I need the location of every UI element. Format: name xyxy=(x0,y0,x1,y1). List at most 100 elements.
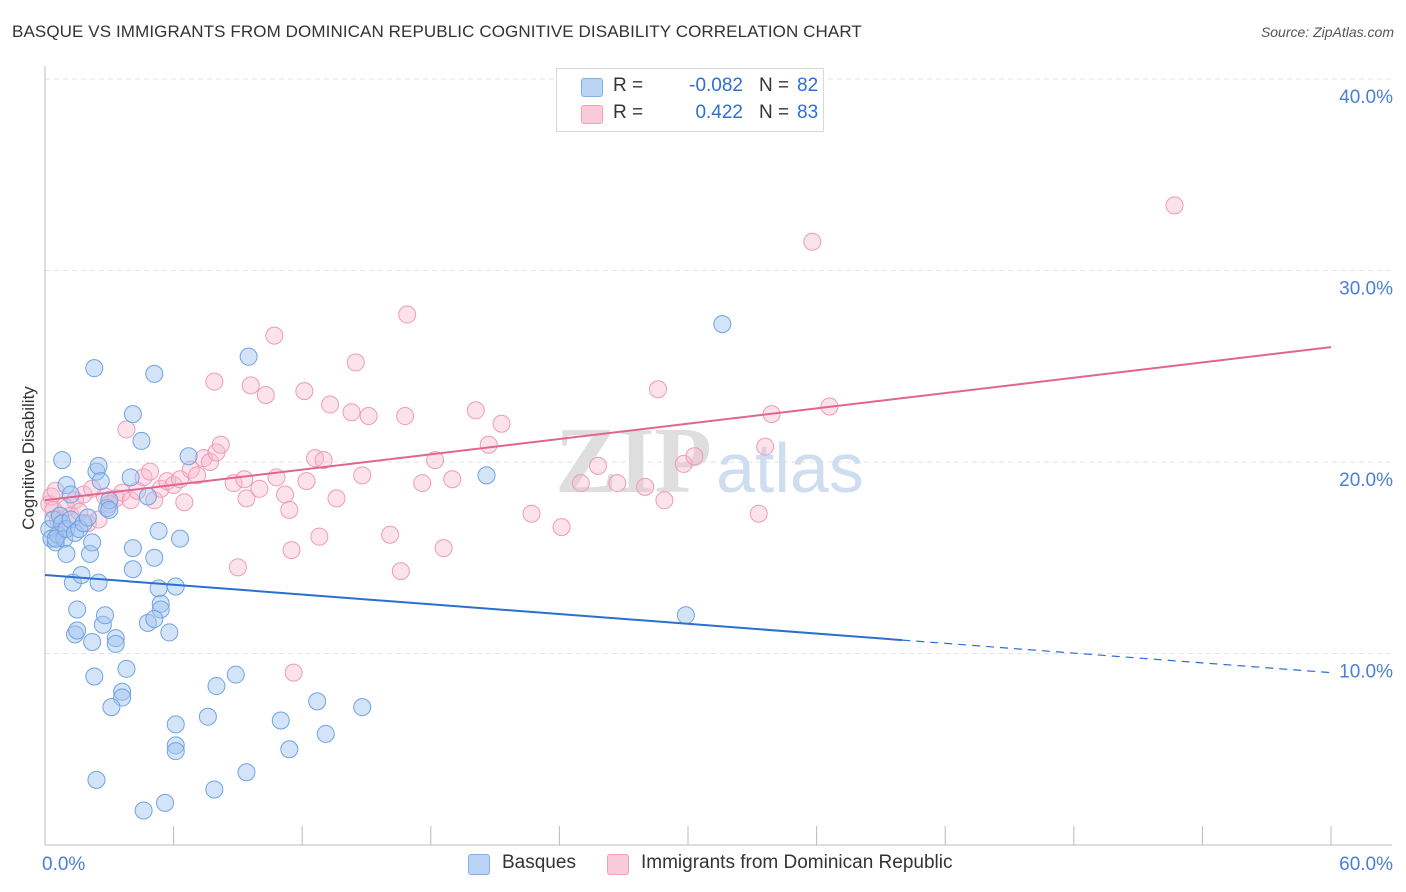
y-tick-label: 10.0% xyxy=(1339,662,1393,683)
series-basques xyxy=(40,315,732,820)
point-dominican xyxy=(250,479,269,498)
legend-n-value: 83 xyxy=(797,102,819,123)
point-basques xyxy=(151,600,170,619)
point-dominican xyxy=(552,518,571,537)
point-basques xyxy=(83,533,102,552)
point-dominican xyxy=(175,493,194,512)
point-dominican xyxy=(141,462,160,481)
point-basques xyxy=(156,793,175,812)
point-dominican xyxy=(1165,196,1184,215)
point-basques xyxy=(117,659,136,678)
y-tick-label: 30.0% xyxy=(1339,279,1393,300)
point-dominican xyxy=(396,407,415,426)
point-dominican xyxy=(284,663,303,682)
point-basques xyxy=(123,405,142,424)
point-basques xyxy=(78,508,97,527)
legend-swatch-pink xyxy=(581,105,603,124)
watermark: ZIP atlas xyxy=(555,409,864,513)
series-legend: Basques Immigrants from Dominican Republ… xyxy=(0,852,1406,878)
point-dominican xyxy=(346,353,365,372)
point-basques xyxy=(239,347,258,366)
point-dominican xyxy=(434,539,453,558)
point-dominican xyxy=(235,470,254,489)
point-basques xyxy=(106,634,125,653)
point-basques xyxy=(121,468,140,487)
point-basques xyxy=(477,466,496,485)
legend-r-label: R = xyxy=(613,75,644,96)
point-dominican xyxy=(78,514,97,533)
point-basques xyxy=(166,577,185,596)
point-dominican xyxy=(391,562,410,581)
point-basques xyxy=(57,475,76,494)
watermark-zip: ZIP xyxy=(555,409,712,513)
y-axis-label: Cognitive Disability xyxy=(19,386,38,530)
point-basques xyxy=(96,606,115,625)
point-dominican xyxy=(188,466,207,485)
point-dominican xyxy=(228,558,247,577)
point-basques xyxy=(179,447,198,466)
point-basques xyxy=(87,770,106,789)
point-dominican xyxy=(276,485,295,504)
point-basques xyxy=(237,763,256,782)
point-basques xyxy=(57,520,76,539)
x-tick-label: 60.0% xyxy=(1339,854,1393,875)
series-immigrants-dominican-republic xyxy=(40,196,1184,682)
point-dominican xyxy=(297,472,316,491)
point-basques xyxy=(166,736,185,755)
point-basques xyxy=(113,682,132,701)
point-dominican xyxy=(353,466,372,485)
point-basques xyxy=(132,431,151,450)
point-dominican xyxy=(295,382,314,401)
point-basques xyxy=(308,692,327,711)
legend-n-value: 82 xyxy=(797,75,819,96)
point-basques xyxy=(57,544,76,563)
point-basques xyxy=(271,711,290,730)
point-dominican xyxy=(321,395,340,414)
legend-label: Basques xyxy=(502,852,576,873)
tick-labels: 10.0% 20.0% 30.0% 40.0% 0.0% 60.0% xyxy=(42,87,1393,875)
point-basques xyxy=(149,521,168,540)
point-dominican xyxy=(211,435,230,454)
point-basques xyxy=(166,742,185,761)
point-dominican xyxy=(327,489,346,508)
point-basques xyxy=(68,600,87,619)
point-basques xyxy=(713,315,732,334)
legend-n-label: N = xyxy=(759,75,790,96)
point-basques xyxy=(85,359,104,378)
point-basques xyxy=(353,698,372,717)
point-basques xyxy=(81,544,100,563)
point-dominican xyxy=(241,376,260,395)
trend-line-dominican xyxy=(44,346,1332,502)
point-basques xyxy=(61,485,80,504)
trend-lines xyxy=(44,346,1332,674)
y-tick-label: 40.0% xyxy=(1339,87,1393,108)
point-basques xyxy=(68,621,87,640)
point-basques xyxy=(85,667,104,686)
point-basques xyxy=(205,780,224,799)
point-dominican xyxy=(256,385,275,404)
legend-swatch-blue xyxy=(468,854,490,875)
point-dominican xyxy=(522,504,541,523)
y-tick-label: 20.0% xyxy=(1339,470,1393,491)
grid-lines xyxy=(45,78,1392,654)
point-basques xyxy=(676,606,695,625)
x-tick-label: 0.0% xyxy=(42,854,85,875)
point-dominican xyxy=(205,372,224,391)
chart-title: BASQUE VS IMMIGRANTS FROM DOMINICAN REPU… xyxy=(12,22,862,41)
point-dominican xyxy=(443,470,462,489)
point-dominican xyxy=(426,451,445,470)
point-dominican xyxy=(282,541,301,560)
point-basques xyxy=(145,548,164,567)
point-basques xyxy=(280,740,299,759)
point-basques xyxy=(316,724,335,743)
trend-line-basques-extension xyxy=(902,639,1332,674)
point-basques xyxy=(123,560,142,579)
point-basques xyxy=(207,677,226,696)
point-dominican xyxy=(237,489,256,508)
point-dominican xyxy=(685,447,704,466)
point-dominican xyxy=(756,437,775,456)
point-basques xyxy=(160,623,179,642)
point-dominican xyxy=(117,420,136,439)
point-basques xyxy=(226,665,245,684)
